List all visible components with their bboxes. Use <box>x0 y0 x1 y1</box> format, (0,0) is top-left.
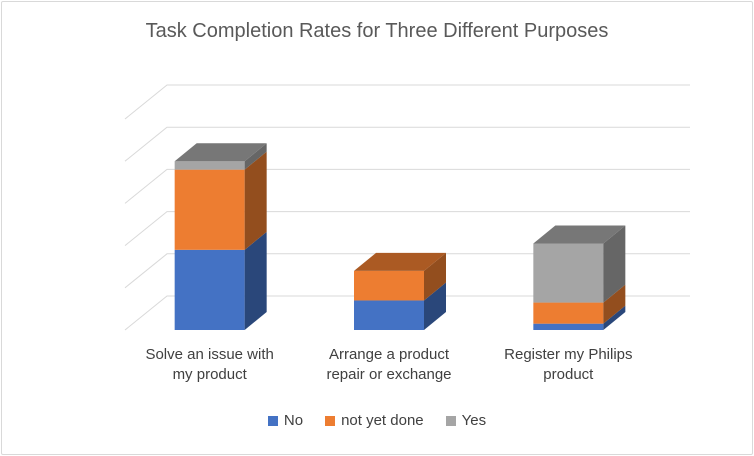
bar-segment-side <box>424 252 446 301</box>
legend-item: No <box>267 412 304 429</box>
bar-top <box>354 252 446 271</box>
category-label: Arrange a product repair or exchange <box>326 346 451 383</box>
legend-label: not yet done <box>341 412 424 429</box>
legend-label: No <box>283 412 304 429</box>
bar-segment <box>354 300 424 330</box>
bar-segment <box>533 302 604 324</box>
bar-segment <box>354 270 424 301</box>
legend-label: Yes <box>461 412 487 429</box>
bar-segment <box>533 243 604 303</box>
chart-title: Task Completion Rates for Three Differen… <box>145 20 609 42</box>
gridline <box>124 126 690 162</box>
category-label: Register my Philips product <box>504 346 632 383</box>
bar-segment-side <box>244 143 267 170</box>
legend-swatch <box>445 415 456 426</box>
bar-segment <box>174 249 245 330</box>
legend-swatch <box>325 415 336 426</box>
bar-segment <box>174 161 245 170</box>
gridline <box>124 295 690 331</box>
bar-segment <box>533 323 604 330</box>
bar-segment-side <box>603 305 626 330</box>
legend-item: Yes <box>445 412 487 429</box>
chart-legend: No not yet done Yes <box>0 412 754 429</box>
gridline <box>124 253 690 289</box>
legend-swatch <box>267 415 278 426</box>
bar-segment-side <box>603 225 626 303</box>
gridline <box>124 168 690 204</box>
category-label: Solve an issue with my product <box>145 346 273 383</box>
bar-segment-side <box>603 284 626 324</box>
bar-segment-side <box>424 282 446 330</box>
bar-top <box>533 225 626 244</box>
gridline <box>124 211 690 246</box>
bar-segment-side <box>244 231 267 330</box>
legend-item: not yet done <box>325 412 424 429</box>
bar-segment <box>174 169 245 250</box>
bar-segment-side <box>244 151 267 250</box>
gridline <box>124 84 690 120</box>
bar-top <box>174 143 267 162</box>
